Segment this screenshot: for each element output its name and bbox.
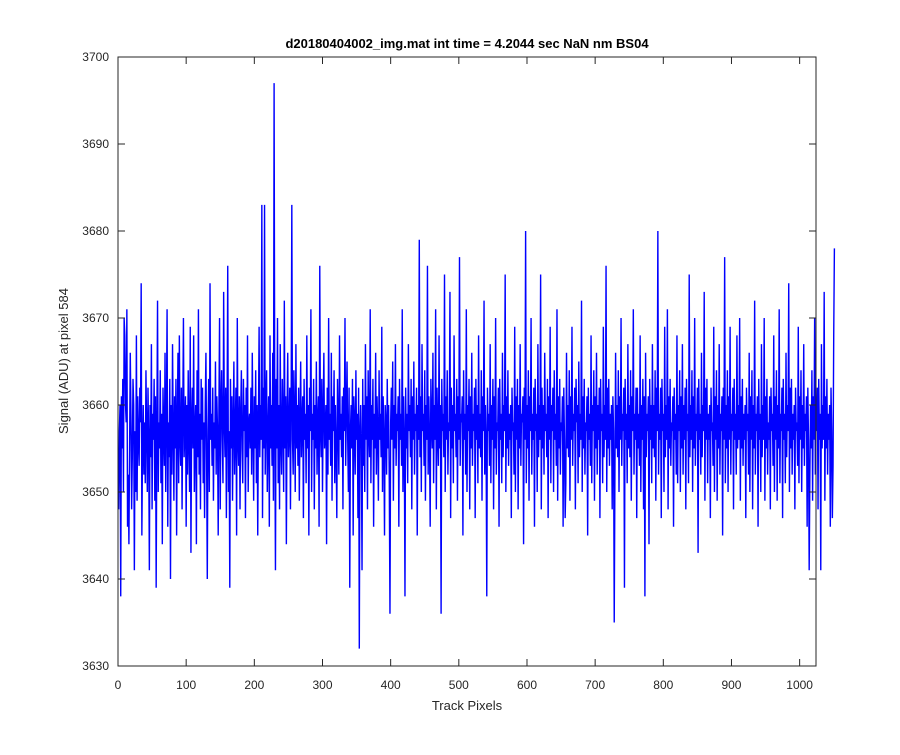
x-tick-label: 300 [312,678,332,692]
x-tick-label: 600 [517,678,537,692]
x-tick-label: 700 [585,678,605,692]
axes-box [117,56,817,667]
x-tick-label: 0 [115,678,122,692]
x-axis-ticks: 0 100 200 300 400 500 600 700 800 900 1000 [115,57,813,692]
x-tick-label: 200 [244,678,264,692]
x-tick-label: 1000 [786,678,813,692]
y-tick-label: 3660 [82,398,109,412]
x-tick-label: 800 [653,678,673,692]
y-tick-label: 3680 [82,224,109,238]
x-tick-label: 900 [721,678,741,692]
y-tick-label: 3650 [82,485,109,499]
series-layer [117,83,836,649]
series-line-1 [117,83,836,649]
x-tick-label: 100 [176,678,196,692]
y-tick-label: 3700 [82,50,109,64]
x-tick-label: 400 [381,678,401,692]
x-tick-label: 500 [449,678,469,692]
y-axis-label: Signal (ADU) at pixel 584 [56,288,71,434]
y-tick-label: 3640 [82,572,109,586]
y-tick-label: 3690 [82,137,109,151]
chart-title: d20180404002_img.mat int time = 4.2044 s… [285,36,649,51]
y-tick-label: 3630 [82,659,109,673]
y-tick-label: 3670 [82,311,109,325]
x-axis-label: Track Pixels [432,698,503,713]
y-axis-ticks: 3630 3640 3650 3660 3670 3680 3690 3700 [82,50,816,673]
